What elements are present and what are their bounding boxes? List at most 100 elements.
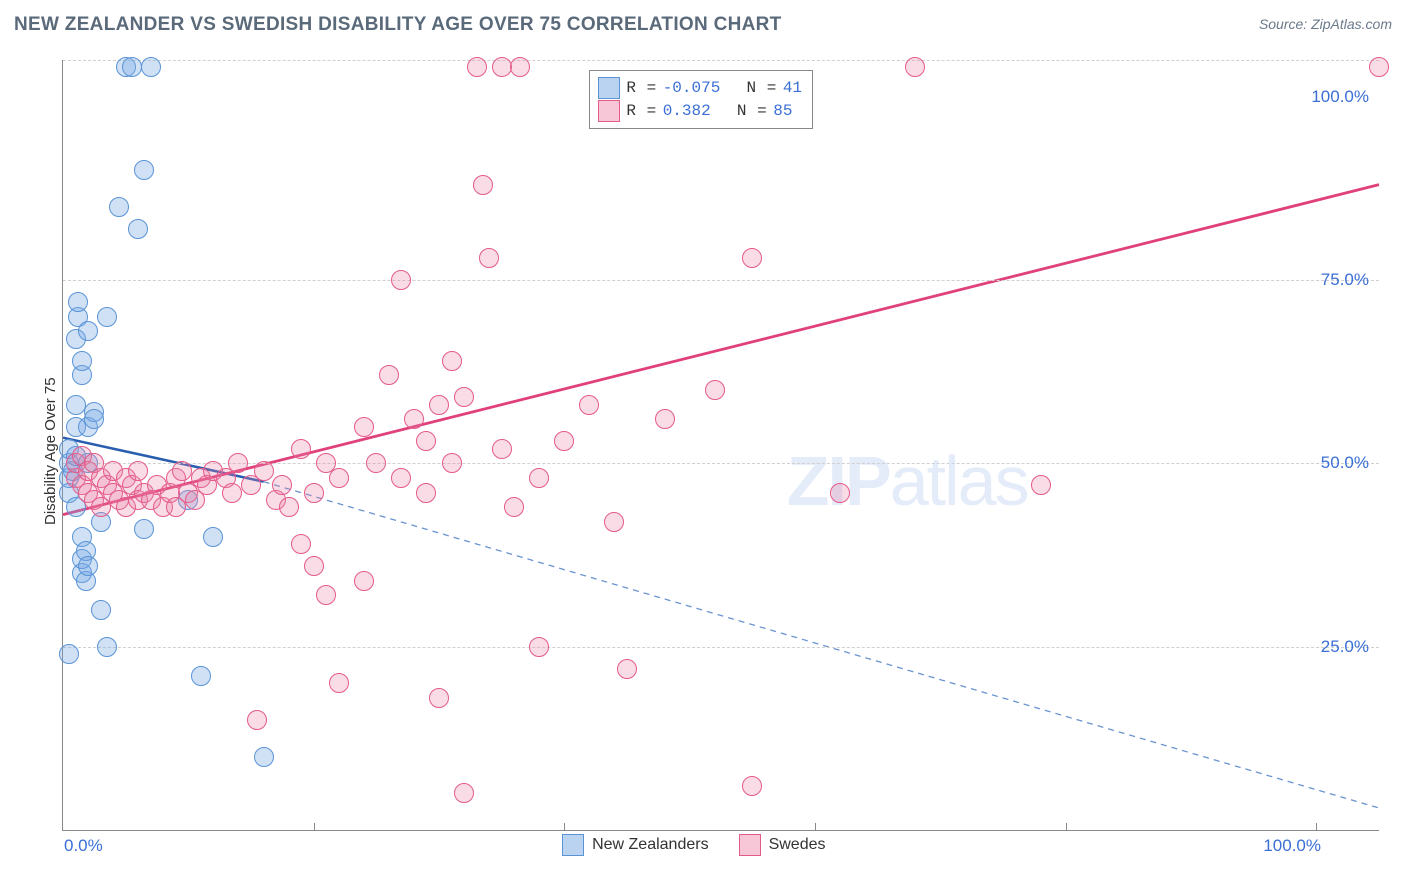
data-point bbox=[416, 431, 436, 451]
data-point bbox=[510, 57, 530, 77]
data-point bbox=[109, 197, 129, 217]
data-point bbox=[172, 461, 192, 481]
data-point bbox=[279, 497, 299, 517]
data-point bbox=[905, 57, 925, 77]
x-tick-label: 100.0% bbox=[1263, 836, 1321, 856]
x-tick bbox=[815, 823, 816, 831]
data-point bbox=[304, 556, 324, 576]
data-point bbox=[128, 461, 148, 481]
data-point bbox=[579, 395, 599, 415]
legend-swatch bbox=[739, 834, 761, 856]
watermark: ZIPatlas bbox=[787, 441, 1028, 521]
data-point bbox=[304, 483, 324, 503]
data-point bbox=[529, 468, 549, 488]
source-label: Source: ZipAtlas.com bbox=[1259, 16, 1392, 32]
data-point bbox=[247, 710, 267, 730]
x-tick bbox=[564, 823, 565, 831]
data-point bbox=[454, 387, 474, 407]
data-point bbox=[429, 395, 449, 415]
stats-swatch bbox=[598, 77, 620, 99]
data-point bbox=[354, 417, 374, 437]
chart-title: NEW ZEALANDER VS SWEDISH DISABILITY AGE … bbox=[14, 14, 1392, 36]
data-point bbox=[492, 57, 512, 77]
data-point bbox=[59, 644, 79, 664]
data-point bbox=[329, 673, 349, 693]
data-point bbox=[222, 483, 242, 503]
data-point bbox=[554, 431, 574, 451]
legend-item: Swedes bbox=[739, 834, 826, 856]
data-point bbox=[134, 160, 154, 180]
plot-area: ZIPatlas R = -0.075 N = 41R = 0.382 N = … bbox=[62, 60, 1379, 831]
data-point bbox=[830, 483, 850, 503]
x-tick-label: 0.0% bbox=[64, 836, 103, 856]
data-point bbox=[272, 475, 292, 495]
stats-n-value: 41 bbox=[783, 79, 802, 97]
stats-swatch bbox=[598, 100, 620, 122]
stats-r-value: -0.075 bbox=[663, 79, 721, 97]
y-tick-label: 100.0% bbox=[1311, 87, 1369, 107]
gridline-h bbox=[63, 280, 1379, 281]
stats-r-label: R = bbox=[626, 102, 656, 120]
data-point bbox=[68, 292, 88, 312]
data-point bbox=[203, 527, 223, 547]
y-tick-label: 75.0% bbox=[1321, 270, 1369, 290]
data-point bbox=[329, 468, 349, 488]
stats-n-label: N = bbox=[726, 79, 777, 97]
data-point bbox=[442, 453, 462, 473]
data-point bbox=[78, 321, 98, 341]
data-point bbox=[254, 461, 274, 481]
data-point bbox=[316, 585, 336, 605]
data-point bbox=[228, 453, 248, 473]
stats-r-label: R = bbox=[626, 79, 656, 97]
gridline-h bbox=[63, 647, 1379, 648]
data-point bbox=[467, 57, 487, 77]
data-point bbox=[379, 365, 399, 385]
legend-label: Swedes bbox=[769, 836, 826, 854]
stats-n-value: 85 bbox=[773, 102, 792, 120]
y-tick-label: 25.0% bbox=[1321, 637, 1369, 657]
data-point bbox=[128, 219, 148, 239]
data-point bbox=[742, 776, 762, 796]
stats-r-value: 0.382 bbox=[663, 102, 711, 120]
data-point bbox=[404, 409, 424, 429]
legend-item: New Zealanders bbox=[562, 834, 709, 856]
data-point bbox=[91, 600, 111, 620]
data-point bbox=[473, 175, 493, 195]
data-point bbox=[429, 688, 449, 708]
stats-row: R = -0.075 N = 41 bbox=[598, 77, 802, 99]
data-point bbox=[442, 351, 462, 371]
data-point bbox=[366, 453, 386, 473]
data-point bbox=[705, 380, 725, 400]
data-point bbox=[416, 483, 436, 503]
y-axis-label: Disability Age Over 75 bbox=[42, 377, 59, 525]
stats-row: R = 0.382 N = 85 bbox=[598, 100, 802, 122]
x-tick bbox=[314, 823, 315, 831]
data-point bbox=[617, 659, 637, 679]
data-point bbox=[492, 439, 512, 459]
data-point bbox=[1369, 57, 1389, 77]
data-point bbox=[72, 351, 92, 371]
data-point bbox=[191, 666, 211, 686]
data-point bbox=[254, 747, 274, 767]
x-tick bbox=[1316, 823, 1317, 831]
legend-label: New Zealanders bbox=[592, 836, 709, 854]
data-point bbox=[84, 409, 104, 429]
data-point bbox=[655, 409, 675, 429]
legend-swatch bbox=[562, 834, 584, 856]
data-point bbox=[479, 248, 499, 268]
data-point bbox=[391, 270, 411, 290]
y-tick-label: 50.0% bbox=[1321, 453, 1369, 473]
data-point bbox=[78, 556, 98, 576]
data-point bbox=[97, 637, 117, 657]
x-tick bbox=[1066, 823, 1067, 831]
stats-n-label: N = bbox=[717, 102, 768, 120]
data-point bbox=[122, 57, 142, 77]
data-point bbox=[504, 497, 524, 517]
stats-legend-box: R = -0.075 N = 41R = 0.382 N = 85 bbox=[589, 70, 813, 129]
series-legend: New Zealanders Swedes bbox=[562, 834, 825, 856]
data-point bbox=[354, 571, 374, 591]
data-point bbox=[742, 248, 762, 268]
data-point bbox=[66, 395, 86, 415]
data-point bbox=[391, 468, 411, 488]
data-point bbox=[97, 307, 117, 327]
